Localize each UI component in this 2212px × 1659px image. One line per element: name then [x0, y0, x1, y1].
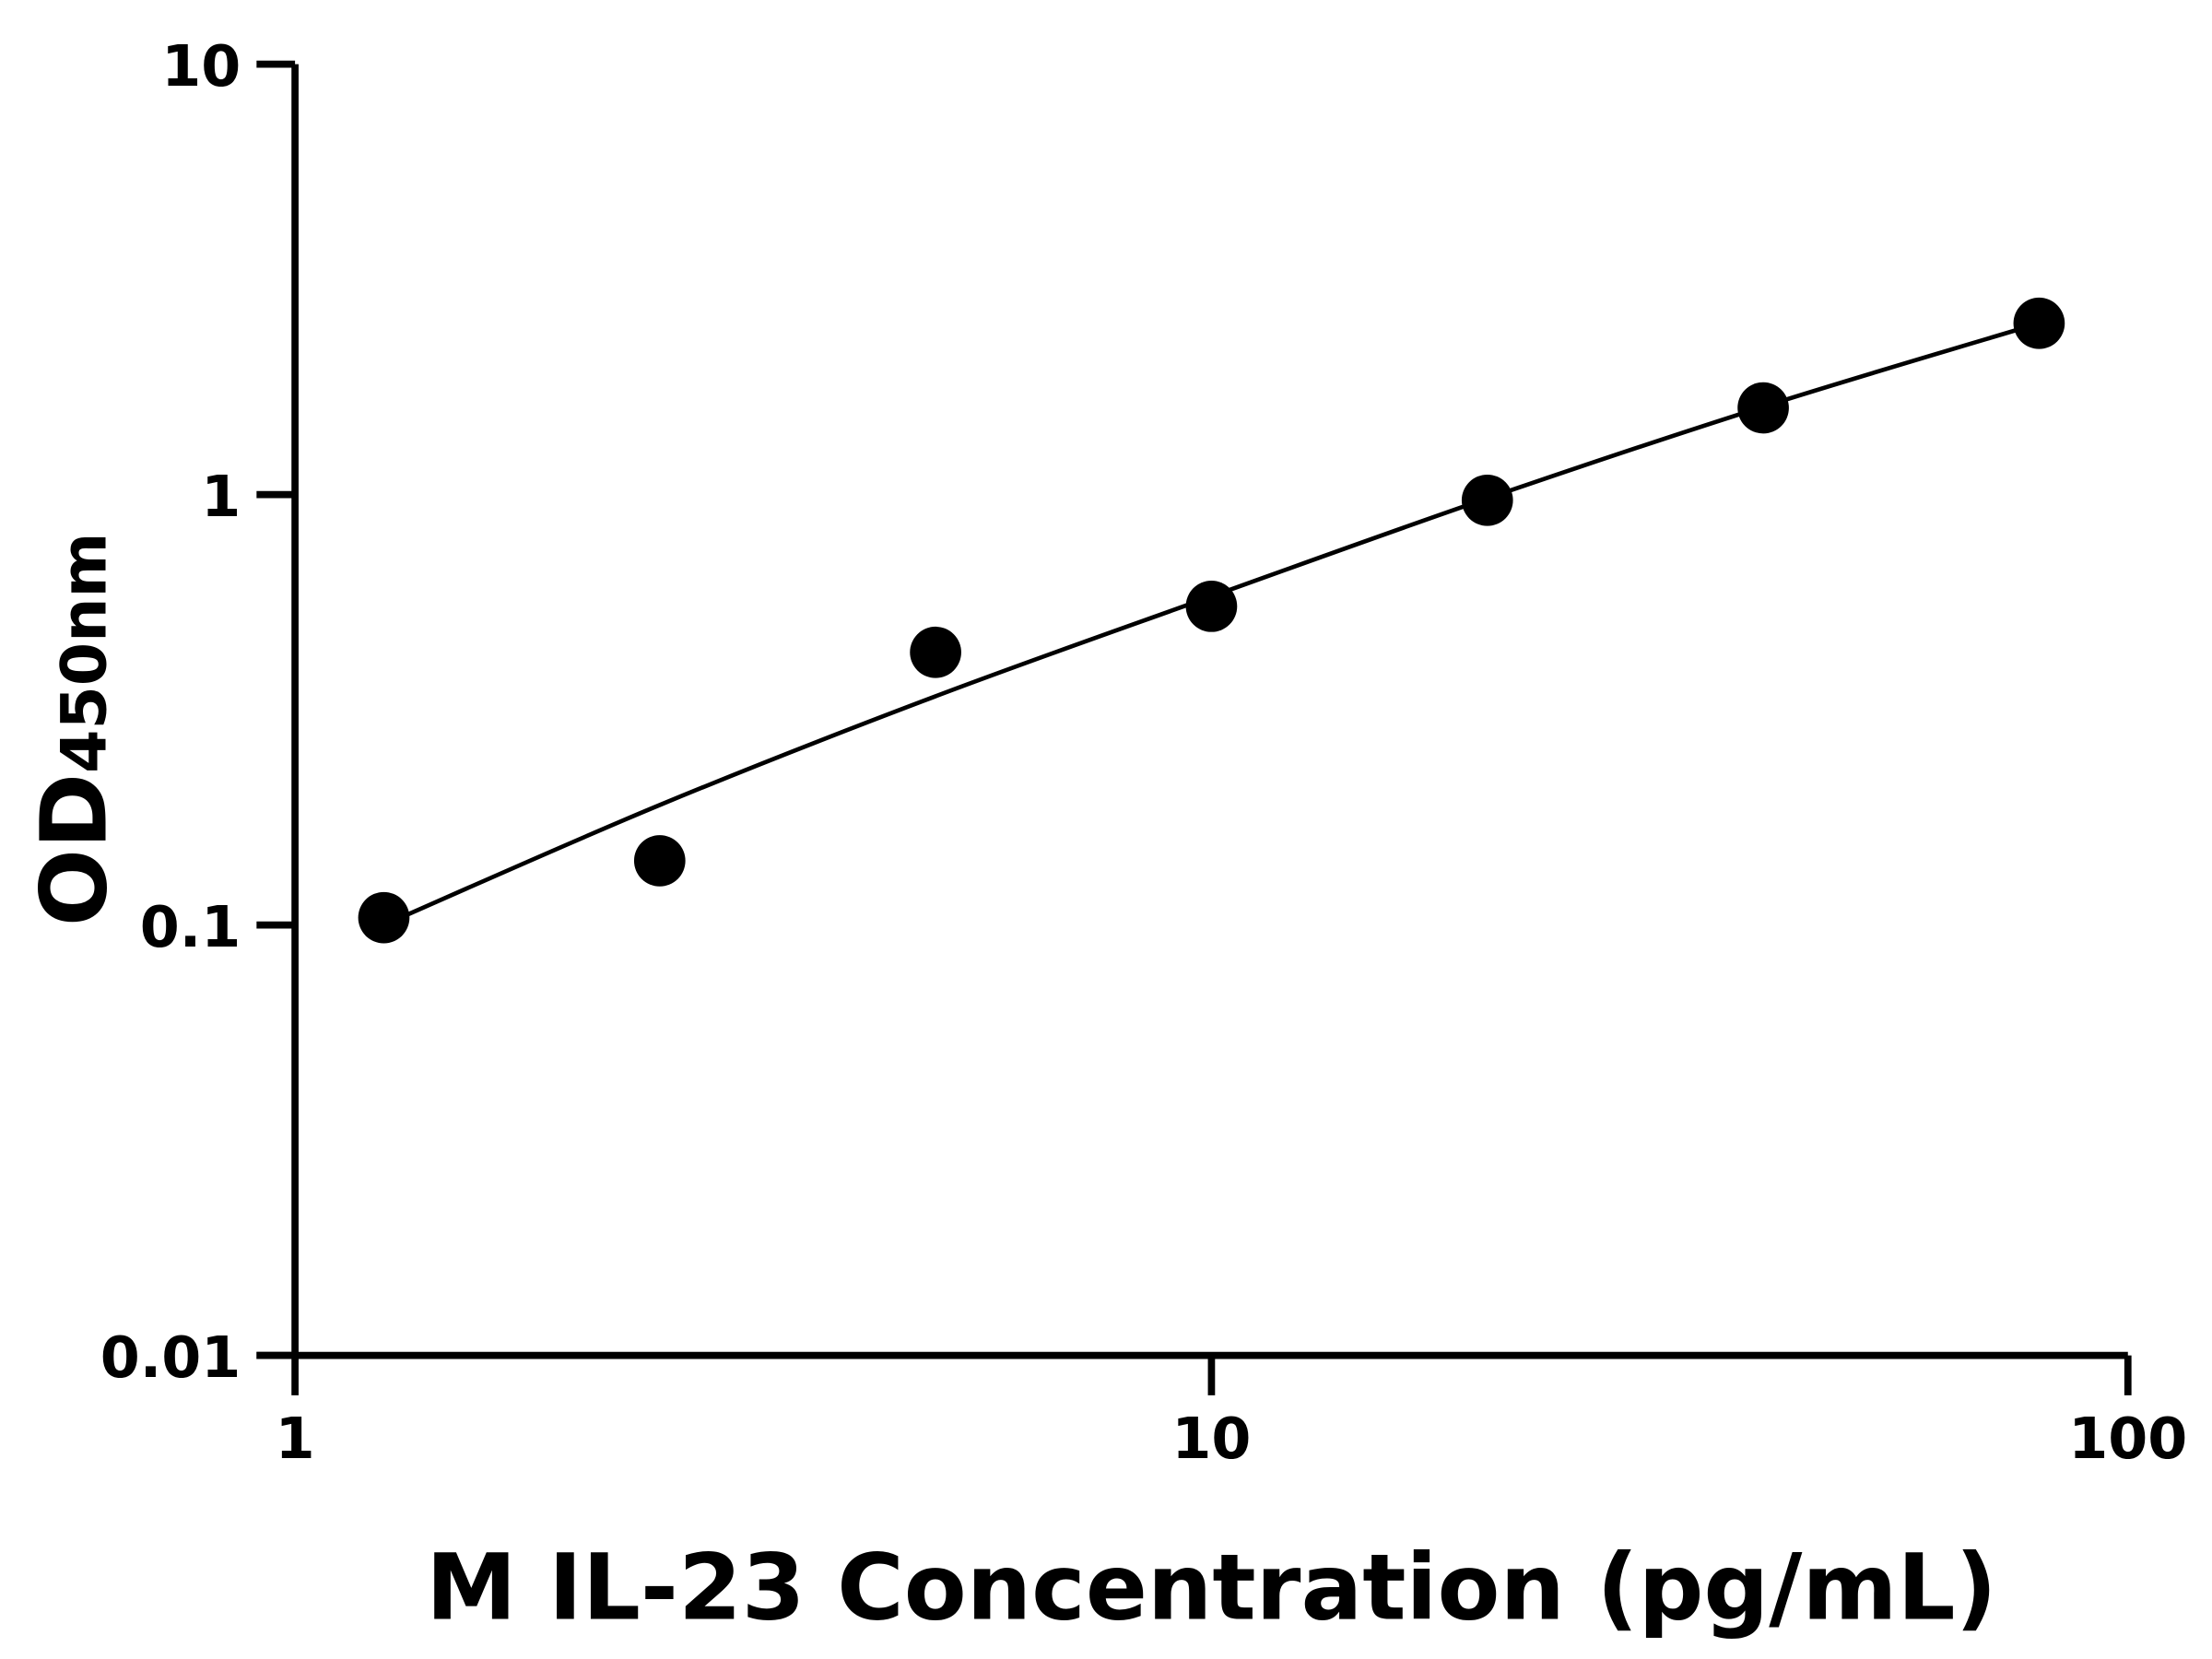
y-tick-label: 10 [161, 33, 241, 100]
y-axis-label-sub: 450nm [48, 533, 121, 773]
data-point [910, 626, 961, 678]
y-axis-label-main: OD [21, 773, 127, 926]
y-tick-labels: 0.01 0.1 1 10 [100, 33, 241, 1391]
axes [256, 60, 2132, 1395]
data-point [358, 891, 410, 944]
x-tick-labels: 1 10 100 [276, 1406, 2188, 1472]
data-points [358, 297, 2065, 944]
data-point [633, 835, 686, 887]
x-tick-label: 100 [2068, 1406, 2187, 1472]
y-axis-label: OD450nm [21, 533, 127, 927]
data-point [1461, 474, 1513, 526]
data-point [2013, 297, 2065, 349]
x-tick-label: 1 [276, 1406, 315, 1472]
data-point [1737, 382, 1789, 434]
data-point [1185, 581, 1238, 632]
y-tick-label: 0.1 [140, 894, 241, 960]
y-tick-label: 0.01 [100, 1324, 241, 1391]
x-axis-label: M IL-23 Concentration (pg/mL) [426, 1535, 1997, 1641]
y-tick-label: 1 [201, 464, 241, 530]
x-tick-label: 10 [1171, 1406, 1251, 1472]
